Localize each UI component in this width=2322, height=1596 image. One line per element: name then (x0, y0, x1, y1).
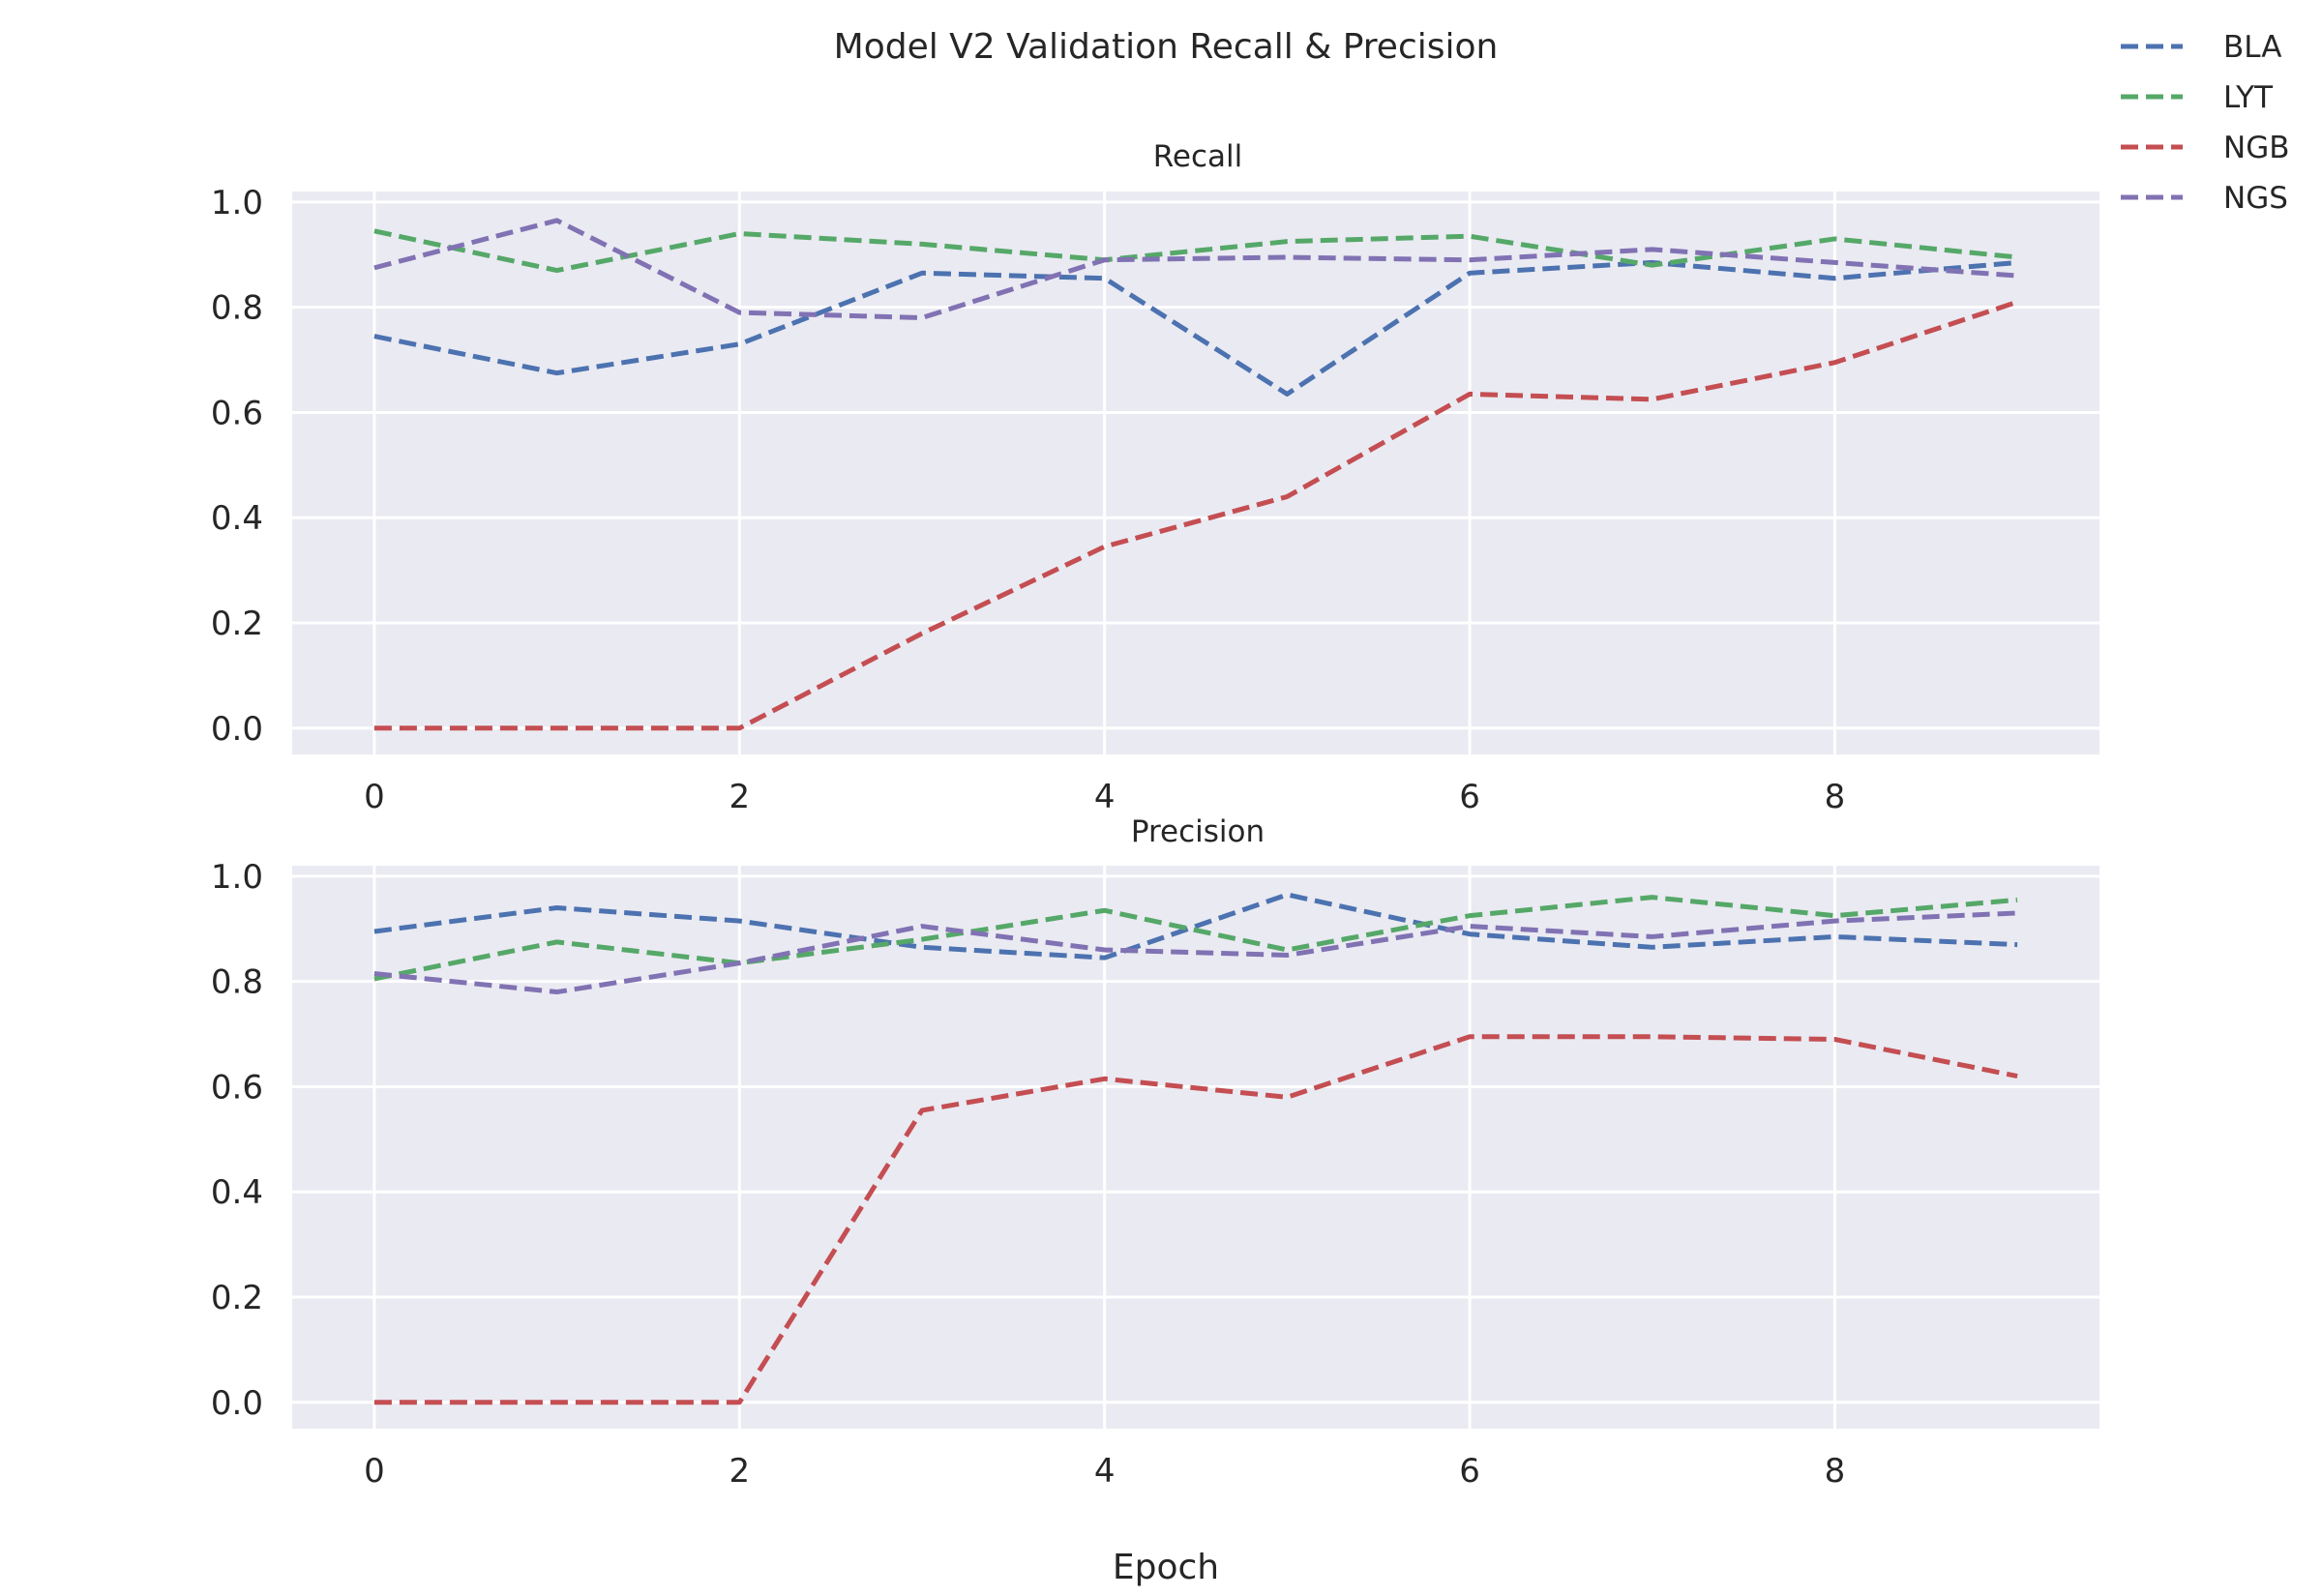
series-line-lyt (373, 228, 2018, 274)
panel-recall: 0 2 4 6 8 0.0 0.2 0.4 0.6 0.8 1.0 Recall (211, 139, 2099, 816)
x-tick-label: 0 (364, 1452, 385, 1491)
x-axis-label: Epoch (1113, 1548, 1219, 1587)
plot-background (292, 866, 2099, 1429)
y-tick-label: 0.0 (211, 710, 263, 749)
series-line-ngb (373, 299, 2018, 731)
legend: BLA LYT NGB NGS (2121, 30, 2289, 216)
series-line-bla (373, 892, 2018, 961)
y-tick-label: 0.2 (211, 1279, 263, 1317)
series-line-lyt (373, 895, 2018, 982)
x-tick-label: 8 (1825, 1452, 1846, 1491)
legend-label-bla: BLA (2223, 30, 2281, 65)
x-tick-label: 4 (1094, 778, 1116, 816)
x-tick-label: 0 (364, 778, 385, 816)
series-line-ngs (373, 218, 2018, 321)
x-tick-label: 2 (729, 1452, 750, 1491)
panel-subtitle: Precision (1131, 814, 1265, 849)
y-tick-label: 1.0 (211, 184, 263, 222)
series-line-bla (373, 259, 2018, 397)
y-tick-label: 1.0 (211, 858, 263, 897)
legend-label-lyt: LYT (2223, 80, 2274, 115)
y-tick-label: 0.8 (211, 963, 263, 1002)
y-tick-label: 0.6 (211, 1068, 263, 1107)
y-tick-label: 0.8 (211, 289, 263, 328)
legend-label-ngs: NGS (2223, 181, 2288, 216)
y-tick-label: 0.6 (211, 394, 263, 432)
y-tick-label: 0.4 (211, 499, 263, 538)
plot-panels: 0 2 4 6 8 0.0 0.2 0.4 0.6 0.8 1.0 Recall 0 2 4 6 8 0.0 0.2… (211, 139, 2099, 1491)
x-tick-label: 6 (1459, 1452, 1480, 1491)
x-tick-label: 8 (1825, 778, 1846, 816)
plot-background (292, 192, 2099, 754)
y-tick-label: 0.4 (211, 1173, 263, 1212)
x-tick-label: 2 (729, 778, 750, 816)
x-tick-label: 6 (1459, 778, 1480, 816)
y-tick-label: 0.2 (211, 605, 263, 643)
x-tick-label: 4 (1094, 1452, 1116, 1491)
legend-label-ngb: NGB (2223, 131, 2289, 165)
panel-subtitle: Recall (1153, 139, 1243, 174)
series-line-ngb (373, 1034, 2018, 1405)
panel-precision: 0 2 4 6 8 0.0 0.2 0.4 0.6 0.8 1.0 Precision (211, 814, 2099, 1491)
chart-title: Model V2 Validation Recall & Precision (834, 27, 1499, 67)
y-tick-label: 0.0 (211, 1384, 263, 1423)
